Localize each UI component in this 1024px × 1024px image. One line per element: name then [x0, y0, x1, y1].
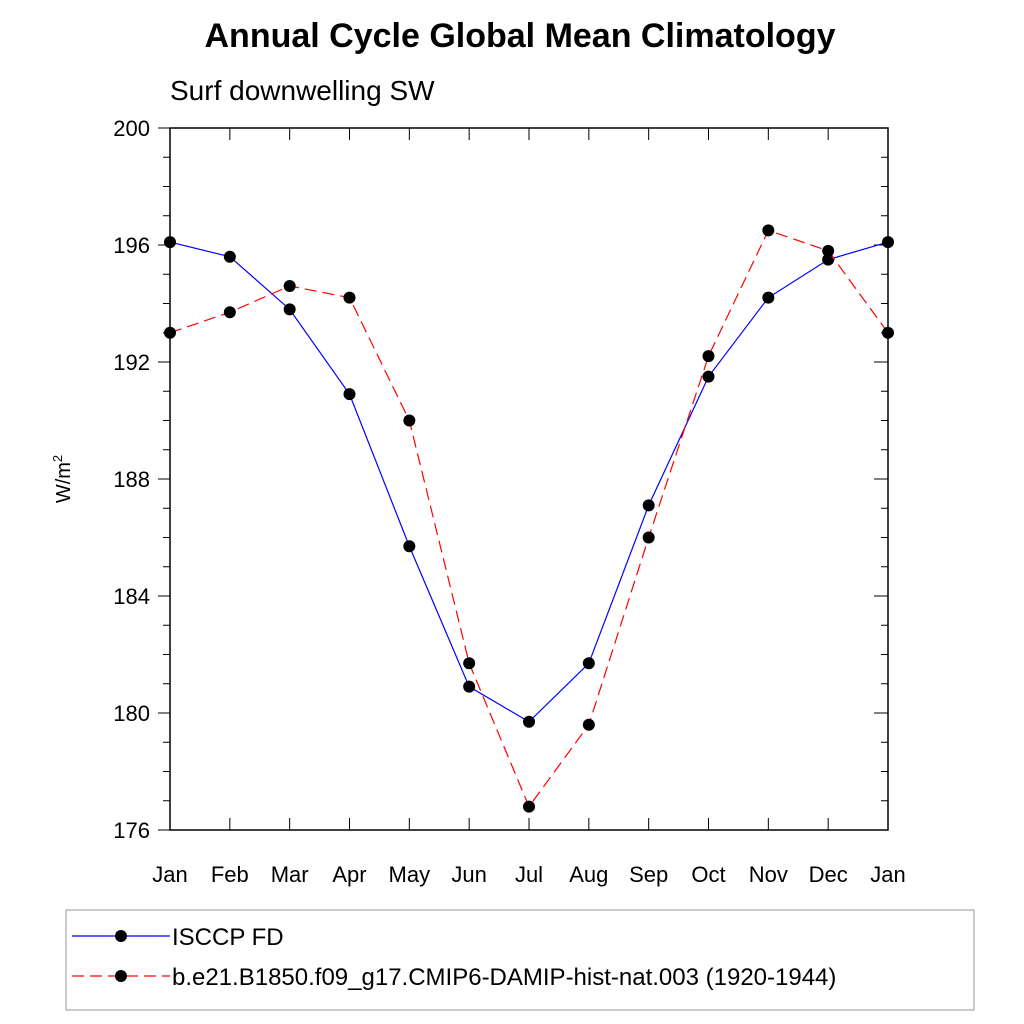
series-0-point [882, 236, 894, 249]
x-tick-label: Sep [629, 862, 668, 887]
series-1-point [822, 244, 835, 257]
legend-marker-0 [115, 930, 127, 942]
x-tick-label: Apr [332, 862, 366, 887]
series-1-point [223, 306, 236, 319]
series-0-point [223, 250, 236, 263]
chart-subtitle: Surf downwelling SW [170, 75, 435, 106]
x-tick-label: Jul [515, 862, 543, 887]
x-tick-label: Mar [271, 862, 309, 887]
x-tick-label: Dec [809, 862, 848, 887]
series-0-point [582, 657, 595, 670]
x-tick-label: May [389, 862, 431, 887]
y-axis-label-base: W/m [53, 462, 75, 503]
y-tick-label: 184 [113, 584, 150, 609]
series-0-point [523, 715, 535, 728]
series-0-point [642, 499, 655, 512]
legend: ISCCP FD b.e21.B1850.f09_g17.CMIP6-DAMIP-… [72, 924, 836, 991]
series-1-point [702, 350, 715, 363]
x-tick-label: Aug [569, 862, 608, 887]
legend-label-0: ISCCP FD [172, 924, 284, 951]
x-tick-label: Nov [749, 862, 788, 887]
series-0-point [164, 236, 176, 249]
y-axis-label: W/m2 [50, 455, 75, 503]
series-1-point [283, 279, 296, 292]
series-layer [164, 224, 894, 813]
x-tick-label: Oct [691, 862, 725, 887]
series-0-point [343, 388, 356, 401]
x-axis-tick-labels: Jan Feb Mar Apr May Jun Jul Aug Sep Oct Nov Dec Jan [152, 862, 905, 887]
series-0-point [702, 370, 715, 383]
series-0-point [463, 680, 476, 693]
series-1-point [882, 326, 894, 339]
y-tick-label: 200 [113, 116, 150, 141]
series-0-point [403, 540, 416, 553]
legend-label-1: b.e21.B1850.f09_g17.CMIP6-DAMIP-hist-nat… [172, 964, 836, 991]
series-1-point [523, 800, 535, 813]
series-0-point [283, 303, 296, 316]
series-0-point [762, 291, 775, 304]
legend-marker-1 [115, 970, 127, 982]
x-tick-label: Jan [870, 862, 905, 887]
series-line-0 [169, 241, 889, 723]
x-tick-label: Feb [211, 862, 249, 887]
series-1-point [762, 224, 775, 237]
series-1-point [582, 718, 595, 731]
x-tick-label: Jun [451, 862, 486, 887]
series-1-point [463, 657, 476, 670]
axis-ticks [158, 127, 889, 831]
legend-box [65, 909, 975, 1011]
y-tick-label: 196 [113, 233, 150, 258]
series-0-point [822, 253, 835, 266]
y-axis-tick-labels: 176 180 184 188 192 196 200 [113, 116, 150, 843]
y-tick-label: 188 [113, 467, 150, 492]
x-tick-label: Jan [152, 862, 187, 887]
chart-title: Annual Cycle Global Mean Climatology [205, 17, 836, 55]
series-1-point [642, 531, 655, 544]
y-axis-label-superscript: 2 [50, 455, 65, 462]
series-1-point [164, 326, 176, 339]
y-tick-label: 192 [113, 350, 150, 375]
series-1-point [403, 414, 416, 427]
y-tick-label: 176 [113, 818, 150, 843]
series-1-point [343, 291, 356, 304]
y-tick-label: 180 [113, 701, 150, 726]
